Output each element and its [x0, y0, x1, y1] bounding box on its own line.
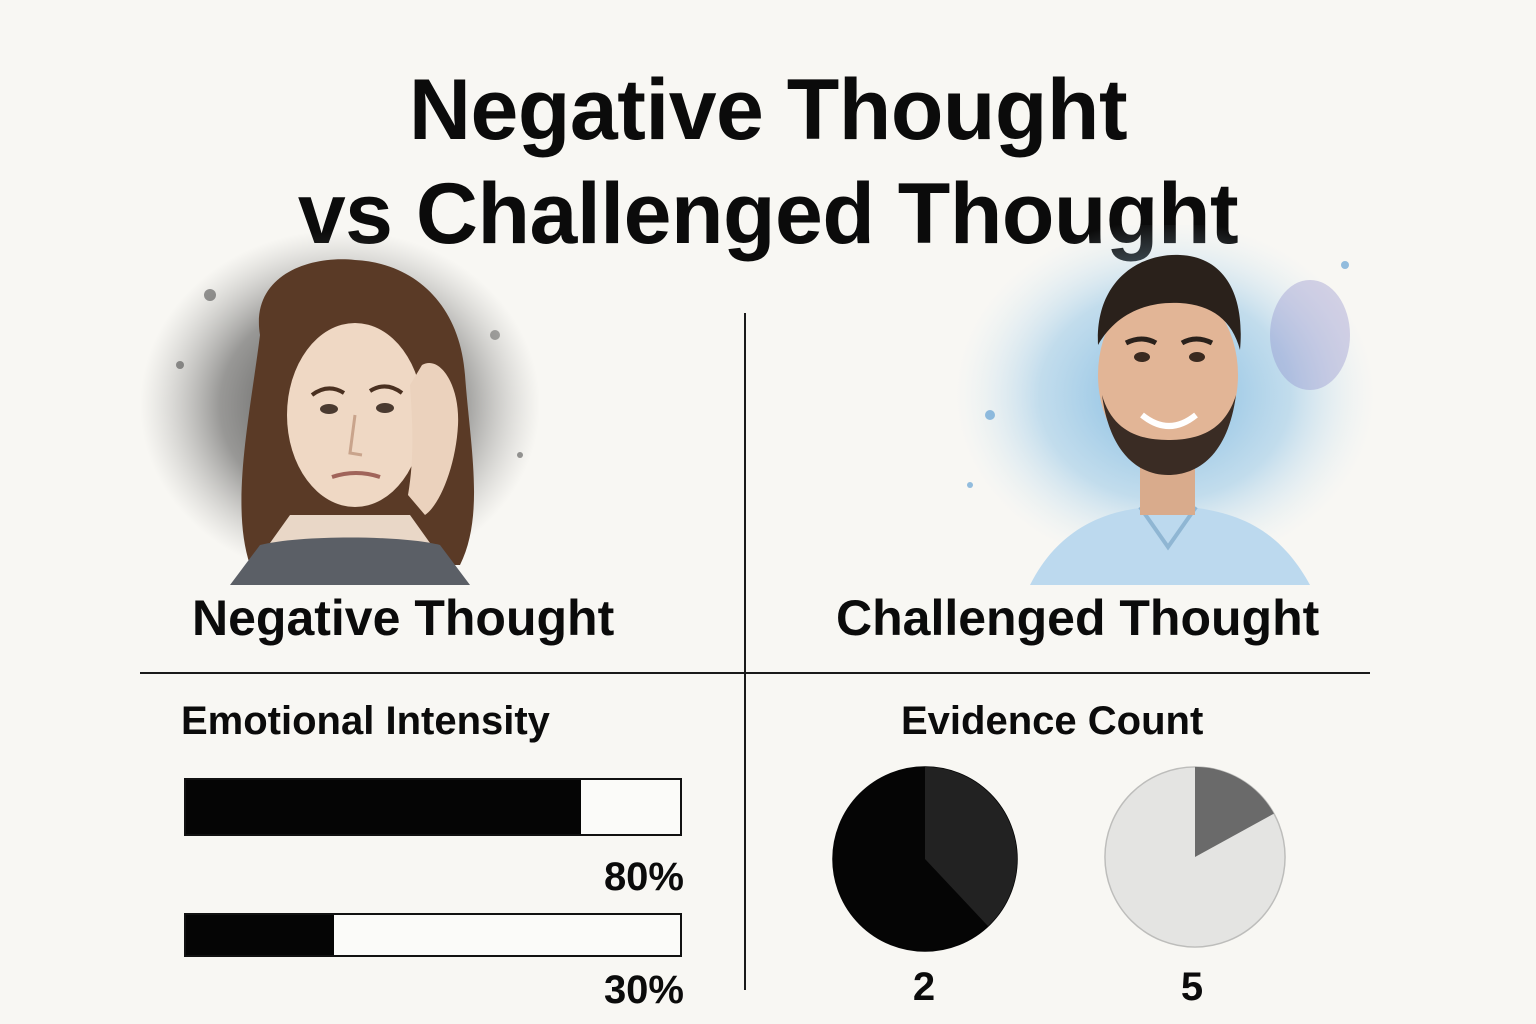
- distressed-woman-portrait-icon: [140, 215, 580, 595]
- horizontal-divider: [140, 672, 1370, 674]
- intensity-bar-1-label: 80%: [603, 855, 684, 899]
- evidence-pie-2-count: 5: [1180, 965, 1204, 1009]
- evidence-pie-2: [1104, 766, 1286, 948]
- evidence-pie-1-count: 2: [912, 965, 936, 1009]
- negative-thought-label: Negative Thought: [192, 590, 615, 646]
- emotional-intensity-title: Emotional Intensity: [181, 699, 550, 743]
- evidence-count-title: Evidence Count: [901, 699, 1204, 743]
- page-title: Negative Thought vs Challenged Thought: [0, 58, 1536, 266]
- pie-2-highlight-slice: [1195, 766, 1274, 857]
- intensity-bar-1-fill: [186, 780, 582, 834]
- evidence-pie-1: [832, 766, 1018, 952]
- intensity-bar-2-label: 30%: [603, 968, 684, 1012]
- pie-1-highlight-slice: [925, 767, 1017, 927]
- title-line-1: Negative Thought: [408, 62, 1128, 158]
- intensity-bar-2: [184, 913, 682, 957]
- intensity-bar-1: [184, 778, 682, 836]
- challenged-thought-label: Challenged Thought: [836, 590, 1320, 646]
- smiling-man-portrait-icon: [950, 225, 1380, 595]
- vertical-divider: [744, 313, 746, 990]
- intensity-bar-2-fill: [186, 915, 335, 955]
